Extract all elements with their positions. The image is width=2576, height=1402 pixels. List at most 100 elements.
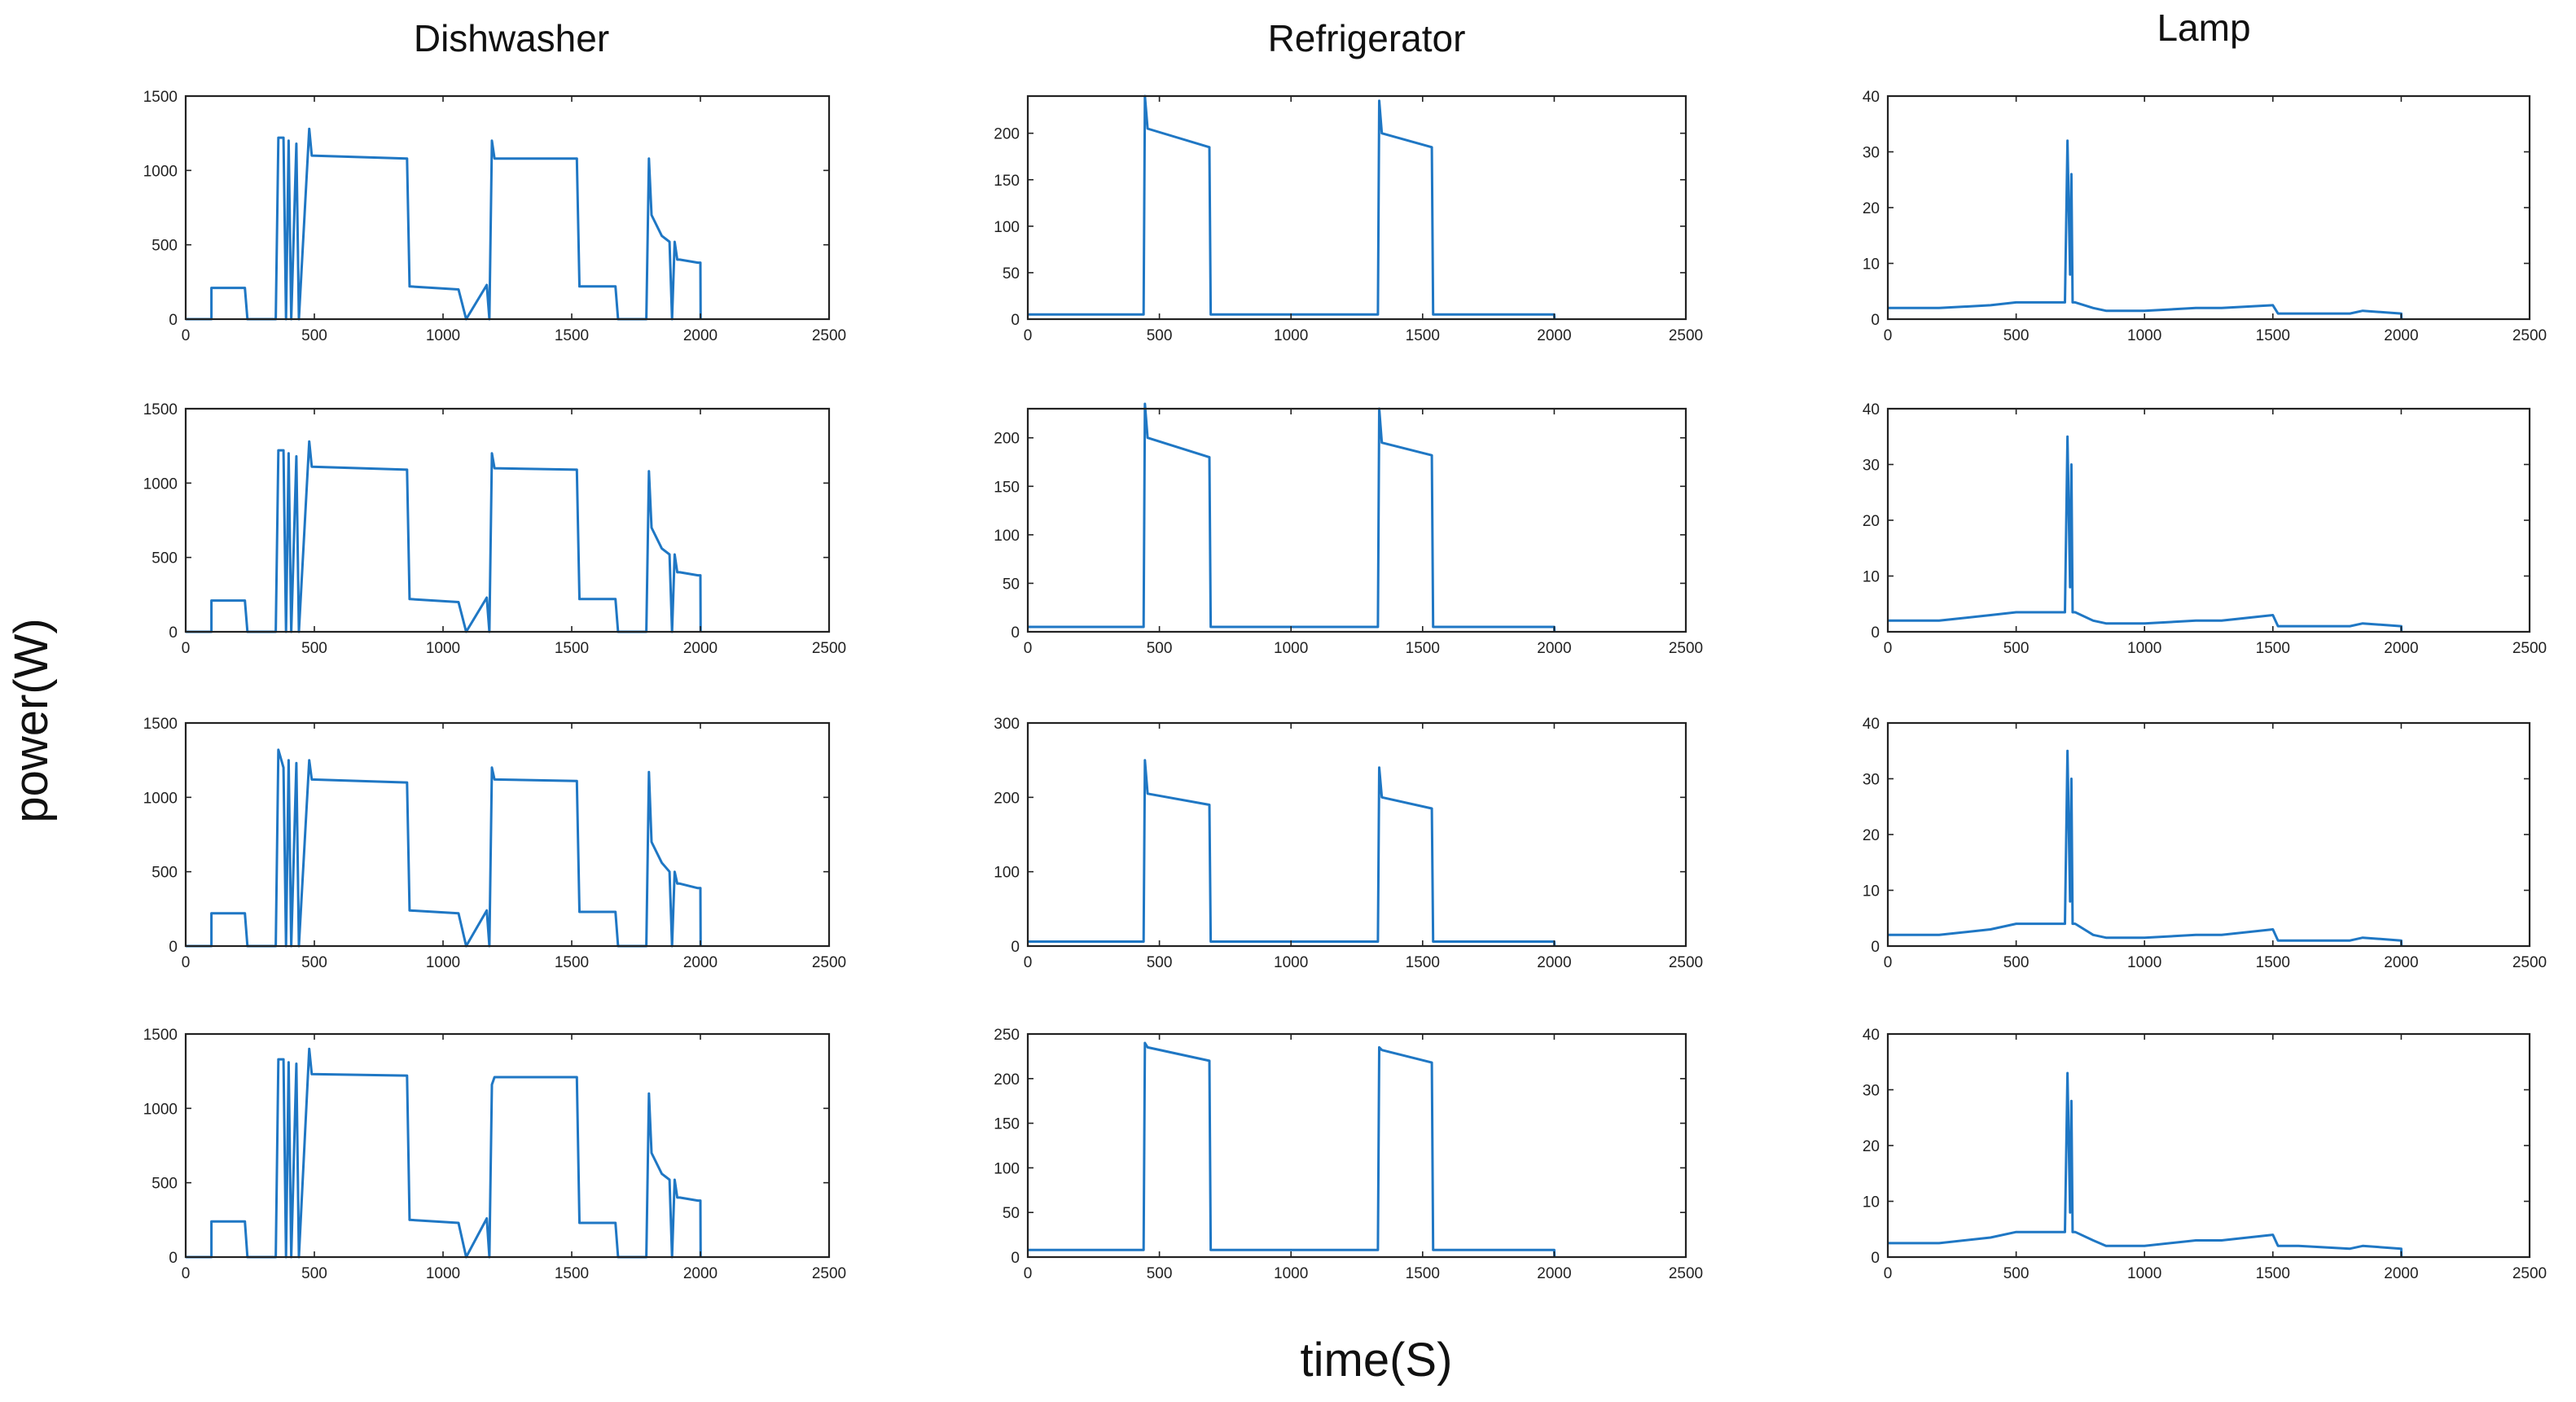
x-tick-label-lamp-3-500: 500 [2003,954,2030,971]
y-tick-label-lamp-2-20: 20 [1863,513,1880,530]
x-tick-label-lamp-4-1000: 1000 [2127,1265,2161,1282]
y-tick-label-lamp-1-40: 40 [1863,89,1880,106]
series-line-dishwasher-3-0 [186,748,702,948]
x-tick-label-dishwasher-3-2500: 2500 [812,954,846,971]
x-tick-label-refrigerator-1-2000: 2000 [1537,327,1571,344]
x-tick-label-dishwasher-4-0: 0 [182,1265,191,1282]
x-tick-label-dishwasher-3-2000: 2000 [683,954,718,971]
x-tick-label-lamp-4-2000: 2000 [2384,1265,2418,1282]
x-tick-label-dishwasher-4-500: 500 [301,1265,327,1282]
x-tick-label-lamp-2-2000: 2000 [2384,640,2418,657]
y-tick-label-dishwasher-3-1500: 1500 [143,716,178,733]
y-tick-label-lamp-2-30: 30 [1863,458,1880,475]
x-tick-label-lamp-2-500: 500 [2003,640,2030,657]
panel-dishwasher-4: 0 500 1000 1500 2000 2500 0 500 1000 1500 [143,1027,846,1282]
y-tick-label-lamp-4-30: 30 [1863,1083,1880,1100]
y-tick-label-dishwasher-2-500: 500 [151,550,178,567]
plot-frame-refrigerator-1 [1026,94,1687,321]
panel-refrigerator-1: 0 500 1000 1500 2000 2500 0 50 100 150 200 [994,94,1703,344]
x-tick-label-refrigerator-4-2500: 2500 [1669,1265,1703,1282]
x-tick-label-lamp-2-2500: 2500 [2512,640,2547,657]
y-tick-label-lamp-4-40: 40 [1863,1027,1880,1044]
y-tick-label-lamp-2-10: 10 [1863,569,1880,586]
y-tick-label-refrigerator-4-100: 100 [994,1160,1020,1177]
y-tick-label-dishwasher-2-0: 0 [169,624,178,642]
y-tick-label-refrigerator-1-0: 0 [1011,312,1020,329]
panel-lamp-3: 0 500 1000 1500 2000 2500 0 10 20 30 40 [1863,716,2547,971]
y-tick-label-refrigerator-3-100: 100 [994,865,1020,882]
series-line-refrigerator-3-0 [1028,759,1556,947]
column-title-lamp: Lamp [2157,7,2250,49]
x-tick-label-refrigerator-1-0: 0 [1024,327,1033,344]
y-tick-label-refrigerator-2-0: 0 [1011,624,1020,642]
y-tick-label-refrigerator-2-50: 50 [1003,576,1020,593]
x-tick-label-refrigerator-3-1000: 1000 [1274,954,1308,971]
column-title-refrigerator: Refrigerator [1268,17,1466,59]
y-tick-label-lamp-3-0: 0 [1871,939,1880,956]
x-tick-label-refrigerator-1-1500: 1500 [1406,327,1440,344]
x-tick-label-dishwasher-1-0: 0 [182,327,191,344]
x-tick-label-dishwasher-2-1000: 1000 [426,640,460,657]
panel-lamp-4: 0 500 1000 1500 2000 2500 0 10 20 30 40 [1863,1027,2547,1282]
x-tick-label-dishwasher-1-2500: 2500 [812,327,846,344]
y-tick-label-refrigerator-4-250: 250 [994,1027,1020,1044]
y-tick-label-refrigerator-2-200: 200 [994,431,1020,448]
y-tick-label-dishwasher-1-0: 0 [169,312,178,329]
y-axis-label: power(W) [5,618,58,822]
series-line-lamp-1-0 [1888,139,2403,320]
plot-frame-dishwasher-4 [184,1032,831,1259]
x-axis-label: time(S) [1301,1334,1453,1387]
x-tick-label-lamp-3-1000: 1000 [2127,954,2161,971]
x-tick-label-lamp-2-1500: 1500 [2256,640,2290,657]
x-tick-label-refrigerator-4-0: 0 [1024,1265,1033,1282]
plot-frame-dishwasher-2 [184,407,831,633]
y-tick-label-dishwasher-3-500: 500 [151,865,178,882]
x-tick-label-refrigerator-3-1500: 1500 [1406,954,1440,971]
y-tick-label-dishwasher-4-0: 0 [169,1250,178,1267]
x-tick-label-refrigerator-1-1000: 1000 [1274,327,1308,344]
y-tick-label-dishwasher-1-500: 500 [151,238,178,255]
x-tick-label-dishwasher-4-1500: 1500 [555,1265,589,1282]
series-line-dishwasher-2-0 [186,440,702,633]
plot-frame-dishwasher-1 [184,94,831,321]
x-tick-label-refrigerator-3-2500: 2500 [1669,954,1703,971]
x-tick-label-refrigerator-3-0: 0 [1024,954,1033,971]
y-tick-label-dishwasher-2-1500: 1500 [143,401,178,418]
y-tick-label-dishwasher-4-500: 500 [151,1176,178,1193]
plot-frame-refrigerator-2 [1026,407,1687,633]
series-line-dishwasher-1-0 [186,127,702,321]
panel-dishwasher-1: 0 500 1000 1500 2000 2500 0 500 1000 1500 [143,89,846,344]
x-tick-label-lamp-3-1500: 1500 [2256,954,2290,971]
x-tick-label-lamp-4-0: 0 [1884,1265,1893,1282]
x-tick-label-dishwasher-1-1000: 1000 [426,327,460,344]
x-tick-label-lamp-2-0: 0 [1884,640,1893,657]
x-tick-label-refrigerator-3-500: 500 [1147,954,1173,971]
y-tick-label-refrigerator-4-0: 0 [1011,1250,1020,1267]
x-tick-label-dishwasher-3-500: 500 [301,954,327,971]
y-tick-label-lamp-4-0: 0 [1871,1250,1880,1267]
x-tick-label-refrigerator-4-2000: 2000 [1537,1265,1571,1282]
x-tick-label-refrigerator-4-1500: 1500 [1406,1265,1440,1282]
x-tick-label-refrigerator-2-2500: 2500 [1669,640,1703,657]
x-tick-label-dishwasher-2-2000: 2000 [683,640,718,657]
y-tick-label-refrigerator-2-150: 150 [994,479,1020,496]
x-tick-label-lamp-2-1000: 1000 [2127,640,2161,657]
y-tick-label-lamp-3-10: 10 [1863,883,1880,900]
series-line-lamp-3-0 [1888,749,2403,947]
x-tick-label-dishwasher-3-1000: 1000 [426,954,460,971]
x-tick-label-dishwasher-4-2500: 2500 [812,1265,846,1282]
y-tick-label-refrigerator-1-200: 200 [994,126,1020,143]
x-tick-label-dishwasher-4-2000: 2000 [683,1265,718,1282]
x-tick-label-refrigerator-2-1500: 1500 [1406,640,1440,657]
y-tick-label-refrigerator-2-100: 100 [994,528,1020,545]
x-tick-label-dishwasher-3-1500: 1500 [555,954,589,971]
x-tick-label-dishwasher-1-1500: 1500 [555,327,589,344]
plot-frame-dishwasher-3 [184,721,831,948]
x-tick-label-dishwasher-2-500: 500 [301,640,327,657]
x-tick-label-lamp-1-1000: 1000 [2127,327,2161,344]
panel-refrigerator-2: 0 500 1000 1500 2000 2500 0 50 100 150 200 [994,402,1703,657]
y-tick-label-dishwasher-1-1500: 1500 [143,89,178,106]
y-tick-label-dishwasher-1-1000: 1000 [143,163,178,180]
y-tick-label-refrigerator-3-300: 300 [994,716,1020,733]
